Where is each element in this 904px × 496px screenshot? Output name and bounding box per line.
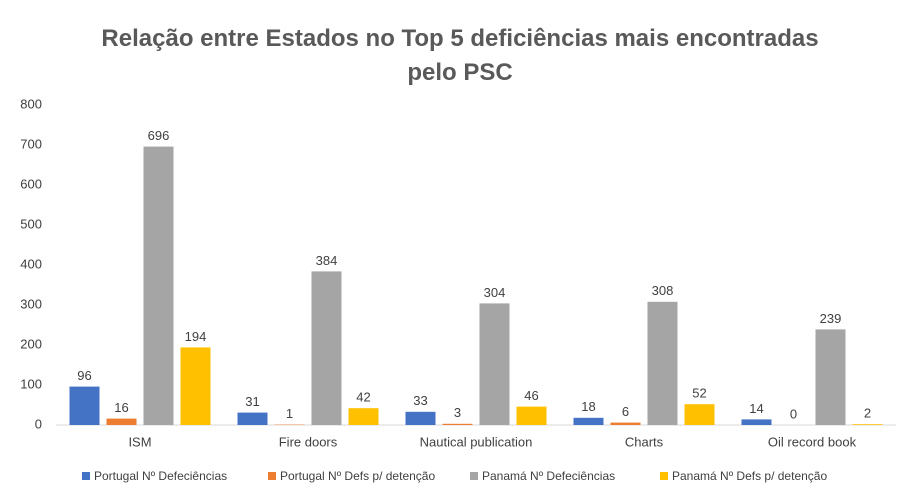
y-tick-label: 300 (20, 296, 42, 311)
data-label: 16 (114, 400, 128, 415)
data-label: 46 (524, 388, 538, 403)
data-label: 194 (185, 329, 207, 344)
bar (180, 347, 211, 425)
y-tick-label: 200 (20, 336, 42, 351)
data-label: 42 (356, 390, 370, 405)
bar (237, 412, 268, 425)
y-tick-label: 600 (20, 176, 42, 191)
bar (573, 417, 604, 425)
data-label: 3 (454, 405, 461, 420)
data-label: 308 (652, 283, 674, 298)
y-tick-label: 500 (20, 216, 42, 231)
bar (516, 406, 547, 425)
bar (741, 419, 772, 425)
legend-label: Portugal Nº Defeciências (94, 469, 227, 483)
data-label: 0 (790, 406, 797, 421)
y-tick-label: 100 (20, 376, 42, 391)
legend-swatch (82, 472, 90, 480)
legend-label: Portugal Nº Defs p/ detenção (280, 469, 435, 483)
bar (815, 329, 846, 425)
data-label: 696 (148, 128, 170, 143)
data-label: 384 (316, 253, 338, 268)
data-label: 31 (245, 394, 259, 409)
data-label: 1 (286, 406, 293, 421)
bar (479, 303, 510, 425)
data-label: 304 (484, 285, 506, 300)
x-tick-label: Fire doors (279, 434, 338, 449)
data-label: 6 (622, 404, 629, 419)
bar (852, 424, 883, 425)
bar (348, 408, 379, 425)
y-tick-label: 800 (20, 96, 42, 111)
bar (106, 418, 137, 425)
legend-label: Panamá Nº Defs p/ detenção (672, 469, 827, 483)
x-tick-label: Charts (625, 434, 664, 449)
x-tick-label: Oil record book (768, 434, 857, 449)
bar (442, 423, 473, 425)
bar (610, 422, 641, 425)
data-label: 14 (749, 401, 763, 416)
bar (405, 411, 436, 425)
y-tick-label: 400 (20, 256, 42, 271)
data-label: 2 (864, 406, 871, 421)
y-tick-label: 0 (35, 416, 42, 431)
chart-title: Relação entre Estados no Top 5 deficiênc… (101, 25, 819, 86)
bar (647, 301, 678, 425)
legend-swatch (268, 472, 276, 480)
legend-label: Panamá Nº Defeciências (482, 469, 615, 483)
data-label: 96 (77, 368, 91, 383)
data-label: 33 (413, 393, 427, 408)
x-tick-label: ISM (128, 434, 151, 449)
bar (684, 404, 715, 425)
legend-swatch (470, 472, 478, 480)
y-tick-label: 700 (20, 136, 42, 151)
data-label: 239 (820, 311, 842, 326)
data-label: 52 (692, 386, 706, 401)
data-label: 18 (581, 399, 595, 414)
legend-swatch (660, 472, 668, 480)
x-tick-label: Nautical publication (420, 434, 533, 449)
bar (143, 146, 174, 425)
bar (311, 271, 342, 425)
bar (69, 386, 100, 425)
